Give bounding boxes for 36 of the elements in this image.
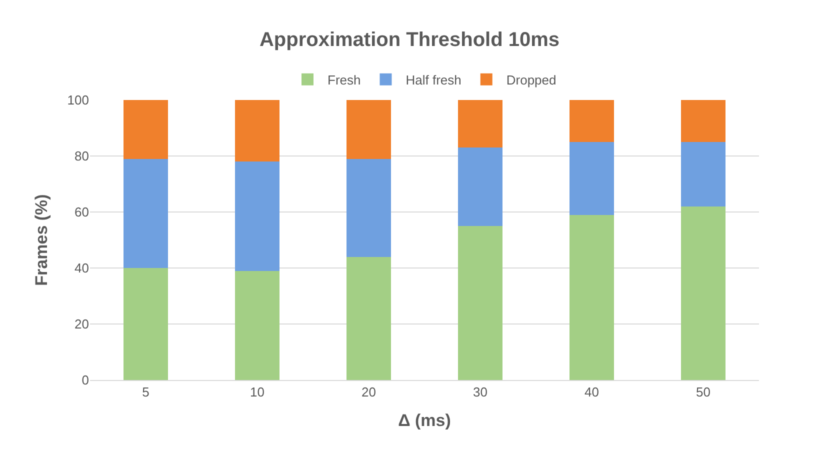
- bar: [458, 100, 503, 148]
- y-tick-label: 80: [74, 148, 89, 164]
- y-tick-label: 100: [67, 92, 89, 108]
- x-axis-title: Δ (ms): [398, 411, 451, 430]
- bar: [458, 226, 503, 380]
- x-tick-label: 30: [473, 384, 488, 400]
- bar: [346, 256, 392, 380]
- y-axis-title: Frames (%): [32, 194, 51, 286]
- bar: [346, 158, 392, 257]
- x-tick-label: 5: [142, 384, 150, 400]
- x-tick-label: 50: [696, 384, 710, 400]
- bar: [123, 158, 168, 268]
- x-tick-label: 20: [362, 384, 376, 400]
- bar: [680, 142, 726, 206]
- bar: [680, 206, 726, 380]
- bar: [346, 100, 392, 159]
- bar: [569, 214, 614, 380]
- legend-label: Dropped: [506, 72, 556, 88]
- x-tick-label: 40: [584, 384, 599, 400]
- chart-title: Approximation Threshold 10ms: [259, 28, 560, 51]
- bar: [458, 148, 503, 226]
- y-tick-label: 60: [74, 204, 89, 220]
- bar: [569, 100, 614, 142]
- bar: [234, 100, 280, 162]
- x-tick-label: 10: [250, 384, 264, 400]
- y-tick-label: 0: [82, 372, 89, 388]
- bar: [123, 268, 168, 380]
- bar: [123, 100, 168, 159]
- bar: [569, 142, 614, 215]
- bar: [680, 100, 726, 142]
- y-tick-label: 40: [74, 260, 89, 276]
- bar: [234, 270, 280, 380]
- bar: [234, 162, 280, 271]
- y-tick-label: 20: [74, 316, 89, 332]
- legend-label: Fresh: [328, 72, 361, 88]
- legend-label: Half fresh: [406, 72, 462, 88]
